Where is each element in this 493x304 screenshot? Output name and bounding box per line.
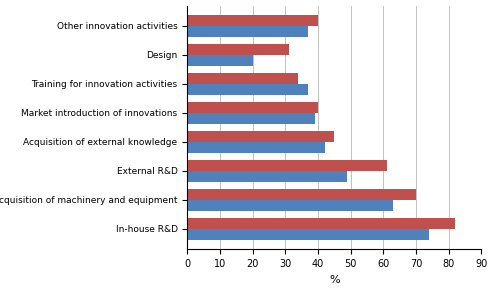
Bar (187, 160, 387, 171)
Bar (187, 131, 334, 142)
Bar (187, 84, 308, 95)
X-axis label: %: % (329, 275, 340, 285)
Bar (187, 102, 318, 113)
Bar (187, 26, 308, 37)
Bar (187, 44, 288, 55)
Bar (187, 229, 429, 240)
Bar (187, 113, 315, 124)
Bar (187, 200, 393, 211)
Bar (187, 189, 416, 200)
Bar (187, 73, 298, 84)
Bar (187, 171, 348, 182)
Bar (187, 142, 324, 153)
Bar (187, 218, 455, 229)
Bar (187, 15, 318, 26)
Bar (187, 55, 253, 66)
